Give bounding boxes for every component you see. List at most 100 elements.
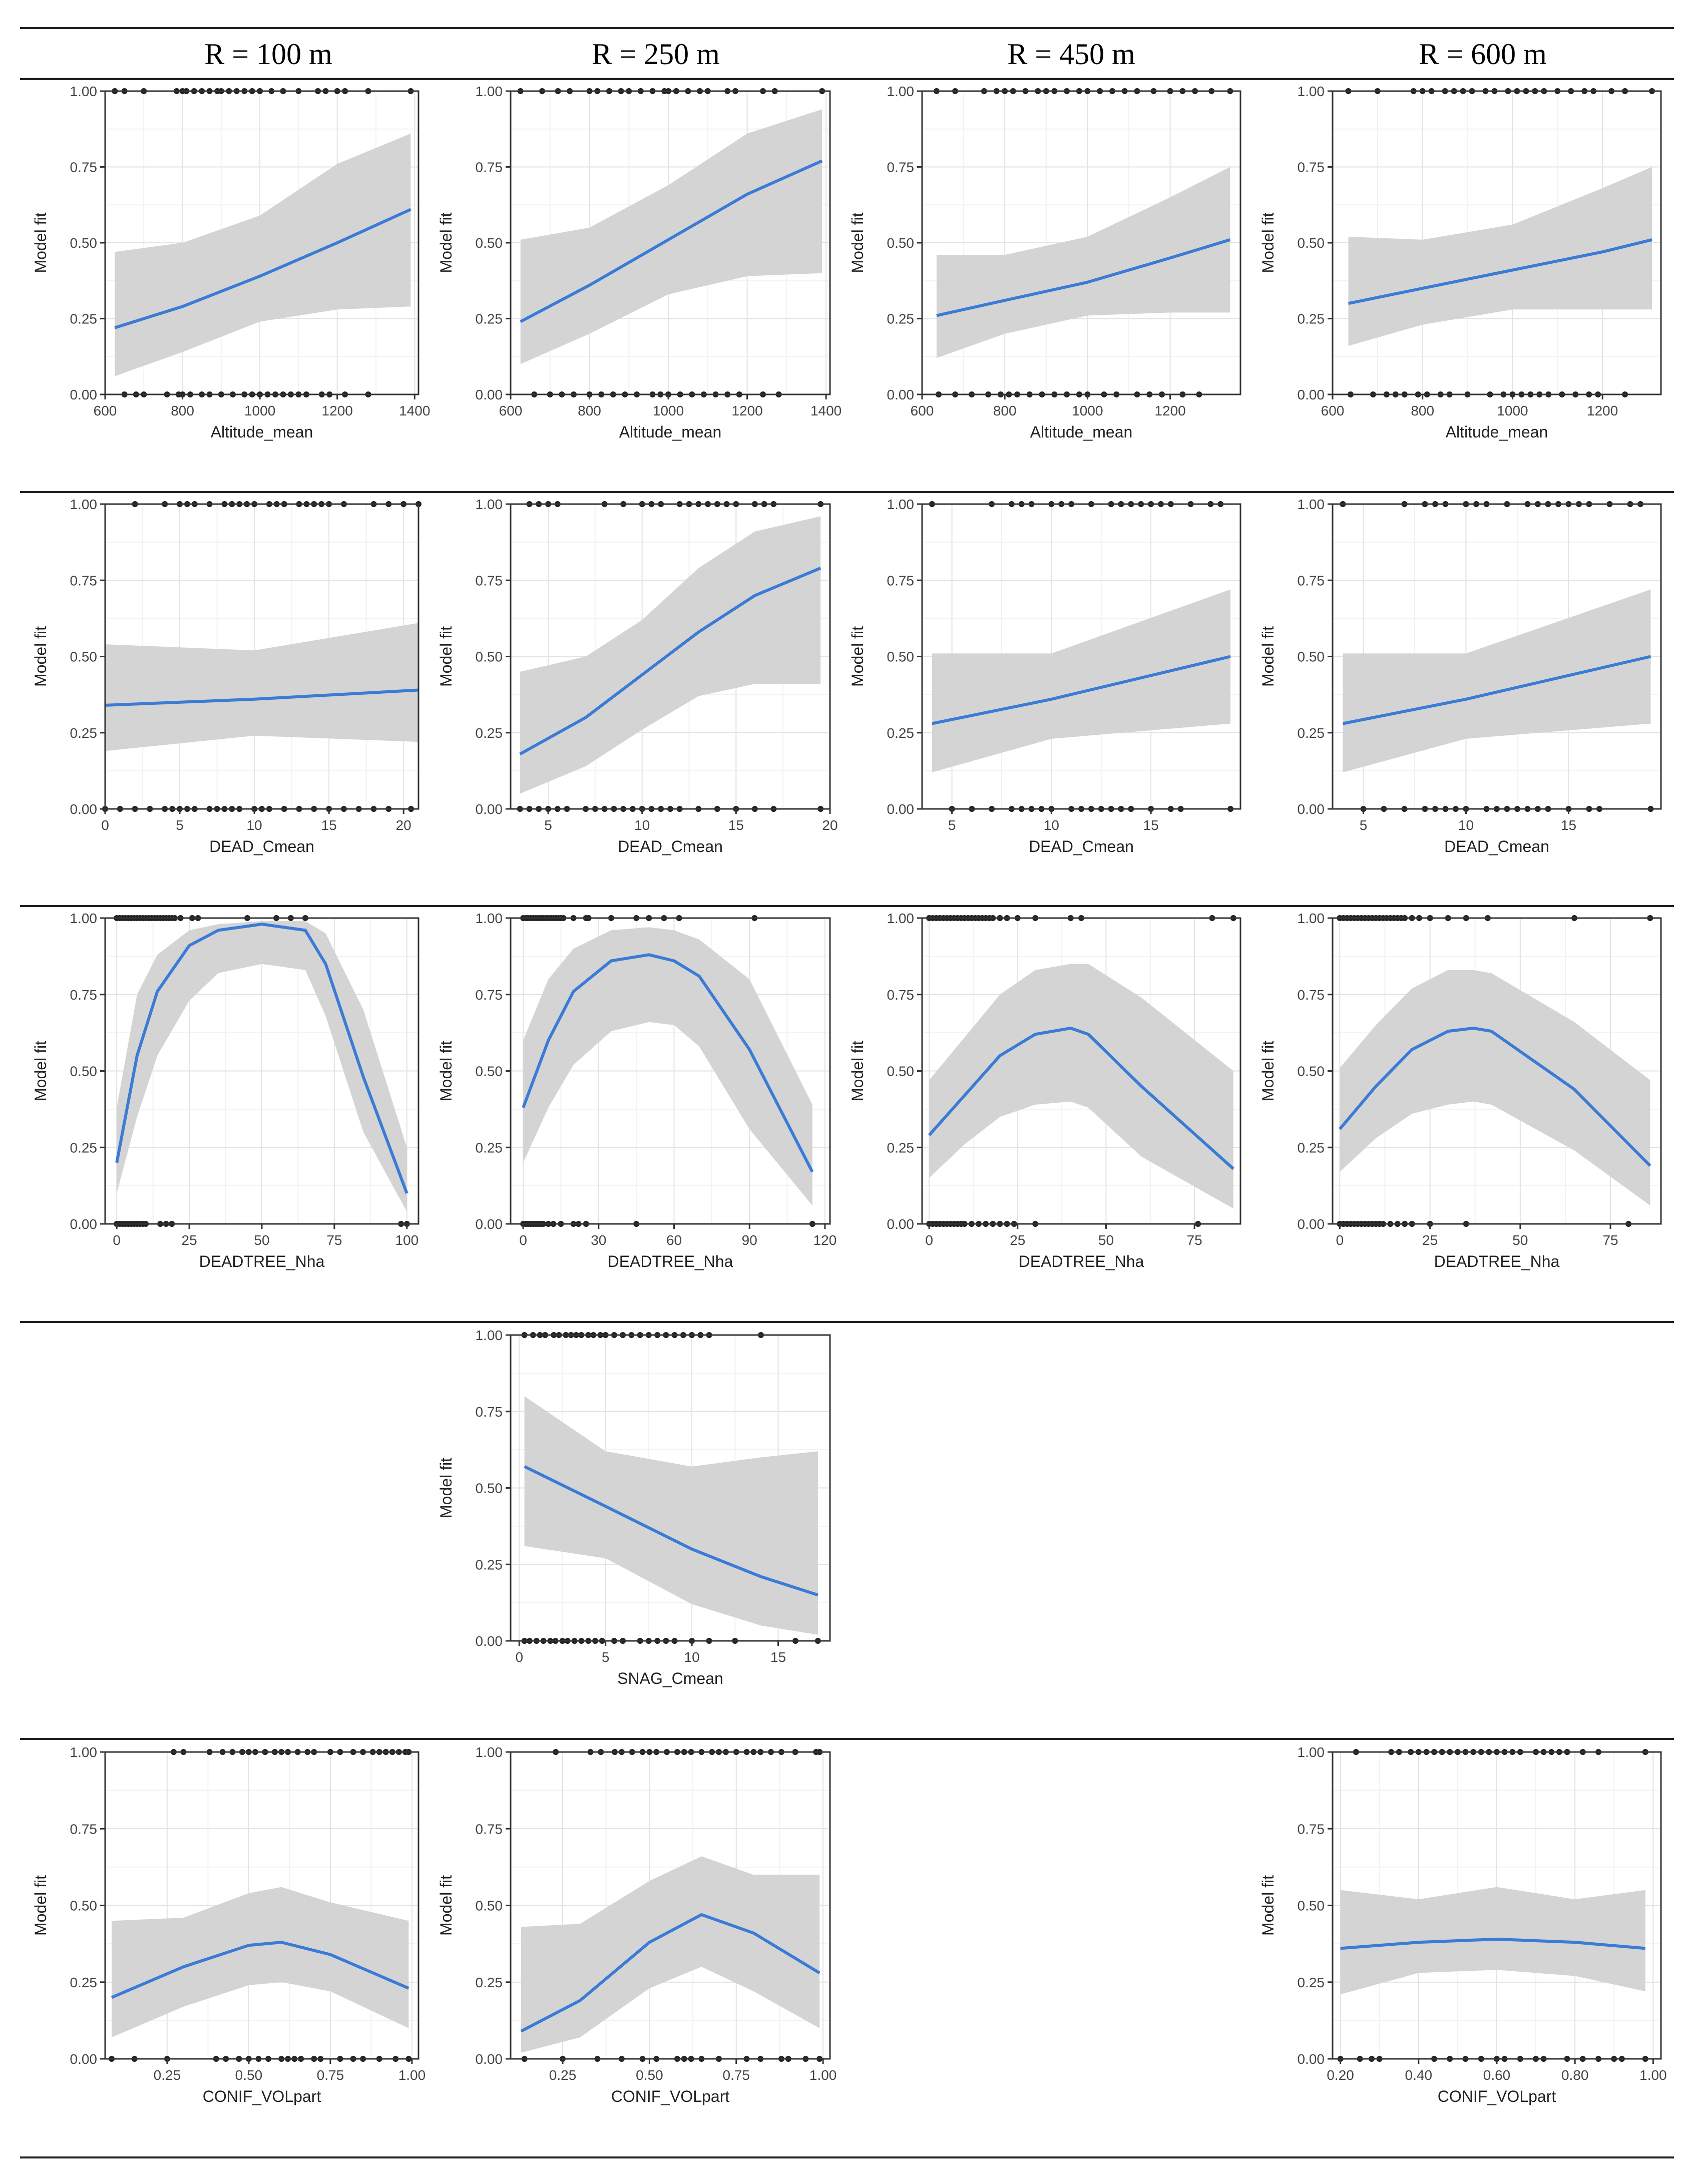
x-tick-label: 0.80 (1561, 2067, 1589, 2083)
y-tick-label: 0.75 (70, 1821, 98, 1837)
fit-line (1340, 1937, 1646, 1950)
y-tick-label: 0.75 (476, 1821, 503, 1837)
panel-0-2: 0.00 0.25 0.50 0.75 1.00 600 800 1000 1200 Altitu… (849, 84, 1241, 441)
x-axis-label: DEADTREE_Nha (1434, 1252, 1560, 1270)
y-tick-label: 0.75 (1298, 987, 1325, 1003)
x-tick-label: 1400 (399, 403, 430, 418)
y-tick-label: 0.00 (70, 2051, 98, 2067)
panel-2-2: 0.00 0.25 0.50 0.75 1.00 0 25 50 75 DEADTREE_Nha M… (849, 911, 1241, 1270)
x-tick-label: 15 (1561, 817, 1576, 833)
x-tick-label: 75 (1602, 1232, 1618, 1248)
x-tick-label: 1200 (731, 403, 762, 418)
x-tick-label: 600 (499, 403, 523, 418)
x-tick-label: 800 (578, 403, 601, 418)
x-tick-label: 5 (544, 817, 552, 833)
y-tick-label: 0.25 (1298, 725, 1325, 741)
y-tick-label: 1.00 (887, 911, 915, 926)
fit-line (522, 953, 814, 1173)
x-axis-label: CONIF_VOLpart (1438, 2087, 1556, 2105)
x-tick-label: 30 (591, 1232, 606, 1248)
y-tick-label: 0.50 (887, 235, 915, 251)
x-tick-label: 1200 (1154, 403, 1185, 418)
y-axis-label: Model fit (32, 1875, 50, 1936)
y-tick-label: 1.00 (70, 84, 98, 99)
y-tick-label: 0.50 (1298, 1064, 1325, 1079)
y-tick-label: 1.00 (70, 497, 98, 512)
x-tick-label: 1000 (244, 403, 275, 418)
x-tick-label: 0.50 (636, 2067, 663, 2083)
x-tick-label: 20 (822, 817, 837, 833)
header-r450: R = 450 m (1007, 38, 1135, 71)
y-tick-label: 0.00 (476, 1216, 503, 1232)
confidence-band (1340, 970, 1650, 1206)
x-tick-label: 5 (948, 817, 956, 833)
x-tick-label: 0 (519, 1232, 527, 1248)
y-tick-label: 0.25 (476, 1975, 503, 1990)
x-axis-label: DEAD_Cmean (1444, 837, 1549, 855)
y-tick-label: 0.25 (476, 311, 503, 327)
y-tick-label: 0.00 (1298, 387, 1325, 402)
x-axis-label: SNAG_Cmean (617, 1669, 723, 1687)
panel-2-0: 0.00 0.25 0.50 0.75 1.00 0 25 50 75 100 DEADTREE_N… (32, 911, 419, 1270)
y-tick-label: 0.00 (70, 1216, 98, 1232)
x-tick-label: 50 (1512, 1232, 1528, 1248)
y-axis-label: Model fit (1259, 626, 1277, 687)
x-tick-label: 60 (666, 1232, 682, 1248)
x-tick-label: 1200 (322, 403, 353, 418)
x-tick-label: 800 (993, 403, 1017, 418)
y-tick-label: 1.00 (1298, 911, 1325, 926)
y-tick-label: 0.00 (887, 1216, 915, 1232)
x-tick-label: 0 (925, 1232, 933, 1248)
panel-1-2: 0.00 0.25 0.50 0.75 1.00 5 10 15 DEAD_Cmean Model… (849, 497, 1241, 855)
y-tick-label: 0.25 (1298, 1975, 1325, 1990)
x-tick-label: 0.75 (723, 2067, 750, 2083)
x-tick-label: 1.00 (398, 2067, 426, 2083)
x-tick-label: 0.40 (1405, 2067, 1433, 2083)
panel-3-1: 0.00 0.25 0.50 0.75 1.00 0 5 10 15 SNAG_Cmean Mode… (437, 1328, 831, 1687)
y-tick-label: 0.25 (887, 1140, 915, 1155)
confidence-band (932, 589, 1231, 772)
y-tick-label: 1.00 (1298, 1744, 1325, 1760)
y-axis-label: Model fit (1259, 212, 1277, 273)
panel-4-3: 0.00 0.25 0.50 0.75 1.00 0.20 0.40 0.60 0.80 1.00… (1259, 1744, 1667, 2105)
x-tick-label: 1000 (1497, 403, 1528, 418)
y-axis-label: Model fit (437, 1875, 455, 1936)
x-tick-label: 0.25 (549, 2067, 577, 2083)
x-tick-label: 600 (911, 403, 934, 418)
y-tick-label: 0.50 (1298, 649, 1325, 665)
x-axis-label: DEADTREE_Nha (199, 1252, 325, 1270)
y-tick-label: 1.00 (1298, 497, 1325, 512)
confidence-band (1343, 589, 1651, 772)
column-headers: R = 100 m R = 250 m R = 450 m R = 600 m (204, 38, 1547, 71)
fit-line (520, 159, 823, 323)
y-tick-label: 0.25 (476, 725, 503, 741)
y-tick-label: 0.50 (70, 235, 98, 251)
y-tick-label: 0.75 (1298, 1821, 1325, 1837)
y-tick-label: 0.50 (70, 649, 98, 665)
x-axis-label: Altitude_mean (211, 423, 313, 441)
y-tick-label: 0.50 (70, 1064, 98, 1079)
y-tick-label: 0.75 (70, 987, 98, 1003)
x-tick-label: 25 (1010, 1232, 1025, 1248)
x-tick-label: 1.00 (809, 2067, 837, 2083)
x-tick-label: 50 (254, 1232, 269, 1248)
y-tick-label: 1.00 (476, 911, 503, 926)
x-tick-label: 1.00 (1639, 2067, 1667, 2083)
y-tick-label: 0.75 (476, 573, 503, 588)
fit-line (519, 567, 821, 756)
y-axis-label: Model fit (849, 1041, 867, 1101)
panel-1-3: 0.00 0.25 0.50 0.75 1.00 5 10 15 DEAD_Cmean Model… (1259, 497, 1662, 855)
y-tick-label: 0.00 (1298, 1216, 1325, 1232)
x-tick-label: 1000 (1072, 403, 1103, 418)
y-tick-label: 1.00 (476, 1744, 503, 1760)
y-axis-label: Model fit (1259, 1041, 1277, 1101)
panel-2-3: 0.00 0.25 0.50 0.75 1.00 0 25 50 75 DEADTREE_Nha M… (1259, 911, 1662, 1270)
y-axis-label: Model fit (437, 1041, 455, 1101)
y-tick-label: 0.50 (476, 1064, 503, 1079)
x-tick-label: 20 (396, 817, 411, 833)
confidence-band (523, 927, 812, 1206)
y-tick-label: 0.50 (476, 649, 503, 665)
x-tick-label: 1400 (810, 403, 841, 418)
y-tick-label: 0.00 (476, 387, 503, 402)
